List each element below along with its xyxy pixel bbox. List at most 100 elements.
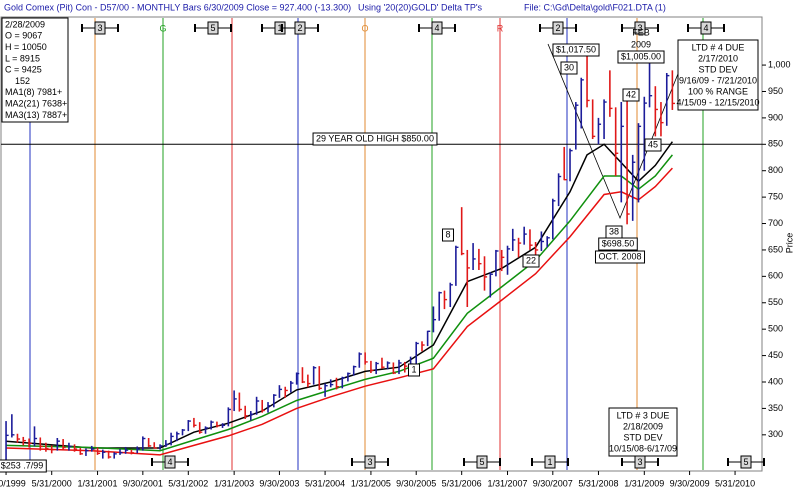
x-tick-label: 5/31/2010 bbox=[715, 478, 755, 488]
annotation: 22 bbox=[526, 255, 536, 265]
info-line: L = 8915 bbox=[5, 53, 40, 63]
chart-title: Gold Comex (Pit) Con - D57/00 - MONTHLY … bbox=[4, 2, 351, 12]
cycle-box bbox=[364, 455, 376, 469]
annotation-box bbox=[644, 138, 662, 152]
ltd-line: 2/18/2009 bbox=[623, 421, 663, 431]
x-tick-label: 5/31/2008 bbox=[578, 478, 618, 488]
ltd-line: LTD # 4 DUE bbox=[692, 42, 745, 52]
annotation-box bbox=[552, 43, 600, 57]
x-tick-label: 5/31/2004 bbox=[305, 478, 345, 488]
annotation: $1,005.00 bbox=[621, 51, 661, 61]
y-tick-label: 900 bbox=[768, 112, 783, 122]
info-line: C = 9425 bbox=[5, 65, 42, 75]
y-tick-label: 1,000 bbox=[768, 59, 791, 69]
x-tick-label: 5/31/2006 bbox=[442, 478, 482, 488]
cycle-box bbox=[207, 21, 219, 35]
annotation-box bbox=[617, 50, 665, 64]
x-tick-label: 9/30/2001 bbox=[123, 478, 163, 488]
cycle-number: 3 bbox=[367, 457, 372, 467]
y-tick-label: 350 bbox=[768, 403, 783, 413]
ltd-line: 100 % RANGE bbox=[688, 86, 748, 96]
ltd-line: STD DEV bbox=[623, 432, 662, 442]
annotation: 29 YEAR OLD HIGH $850.00 bbox=[316, 133, 434, 143]
y-tick-label: 500 bbox=[768, 324, 783, 334]
ltd-box bbox=[608, 407, 678, 457]
annotation-box bbox=[441, 228, 455, 242]
annotation-box bbox=[0, 459, 47, 473]
x-tick-label: 0/1999 bbox=[0, 478, 26, 488]
cycle-number: 5 bbox=[743, 457, 748, 467]
cycle-number: 4 bbox=[434, 23, 439, 33]
cycle-box bbox=[94, 21, 106, 35]
annotation: 38 bbox=[609, 226, 619, 236]
annotation: OCT. 2008 bbox=[598, 251, 641, 261]
y-tick-label: 550 bbox=[768, 297, 783, 307]
y-tick-label: 750 bbox=[768, 191, 783, 201]
annotation-box bbox=[312, 132, 438, 146]
cycle-box bbox=[552, 21, 564, 35]
y-tick-label: 950 bbox=[768, 86, 783, 96]
cycle-number: 4 bbox=[703, 23, 708, 33]
y-tick-label: 300 bbox=[768, 429, 783, 439]
plot-area bbox=[0, 16, 763, 472]
x-tick-label: 9/30/2009 bbox=[670, 478, 710, 488]
x-tick-label: 1/31/2005 bbox=[351, 478, 391, 488]
ltd-line: STD DEV bbox=[698, 64, 737, 74]
cycle-box bbox=[634, 21, 646, 35]
y-tick-label: 600 bbox=[768, 271, 783, 281]
ltd-line: 10/15/08-6/17/09 bbox=[609, 443, 677, 453]
annotation-box bbox=[522, 254, 540, 268]
ltd-box bbox=[677, 39, 759, 111]
cycle-number: 3 bbox=[97, 23, 102, 33]
y-tick-label: 400 bbox=[768, 376, 783, 386]
ltd-line: 9/16/09 - 7/21/2010 bbox=[679, 75, 757, 85]
annotation: 30 bbox=[564, 62, 574, 72]
info-box bbox=[1, 17, 69, 123]
annotation-box bbox=[594, 250, 646, 264]
annotation: $1,017.50 bbox=[556, 44, 596, 54]
info-line: O = 9067 bbox=[5, 31, 42, 41]
y-tick-label: 650 bbox=[768, 244, 783, 254]
annotation-box bbox=[407, 363, 421, 377]
cycle-box bbox=[544, 455, 556, 469]
annotation: 8 bbox=[445, 229, 450, 239]
info-line: MA1(8) 7981+ bbox=[5, 87, 62, 97]
cycle-number: 2 bbox=[555, 23, 560, 33]
x-tick-label: 1/31/2001 bbox=[78, 478, 118, 488]
annotation: 2009 bbox=[631, 39, 651, 49]
info-line: H = 10050 bbox=[5, 42, 47, 52]
annotation: FEB bbox=[632, 27, 650, 37]
cycle-box bbox=[294, 21, 306, 35]
y-tick-label: 850 bbox=[768, 139, 783, 149]
x-tick-label: 1/31/2007 bbox=[487, 478, 527, 488]
annotation-box bbox=[598, 237, 638, 251]
x-tick-label: 9/30/2005 bbox=[396, 478, 436, 488]
y-tick-label: 700 bbox=[768, 218, 783, 228]
cycle-box bbox=[164, 455, 176, 469]
annotation-box bbox=[560, 61, 578, 75]
y-tick-label: 450 bbox=[768, 350, 783, 360]
chart-subtitle: Using '20(20)GOLD' Delta TP's bbox=[358, 2, 483, 12]
plot-layer: G O R 300 350 400 450 500 550 600 650 700 750 800 850 9… bbox=[0, 17, 791, 488]
cycle-box bbox=[700, 21, 712, 35]
annotation: 45 bbox=[648, 139, 658, 149]
cycle-number: 1 bbox=[277, 23, 282, 33]
annotation: 42 bbox=[626, 89, 636, 99]
cycle-number: 1 bbox=[547, 457, 552, 467]
ltd-line: LTD # 3 DUE bbox=[617, 410, 670, 420]
ltd-line: 4/15/09 - 12/15/2010 bbox=[676, 97, 759, 107]
ltd-line: 2/17/2010 bbox=[698, 53, 738, 63]
cycle-box bbox=[431, 21, 443, 35]
x-tick-label: 1/31/2009 bbox=[624, 478, 664, 488]
x-tick-label: 5/31/2002 bbox=[168, 478, 208, 488]
annotation-box bbox=[622, 88, 640, 102]
cycle-number: 3 bbox=[637, 457, 642, 467]
cycle-box bbox=[476, 455, 488, 469]
info-line: 2/28/2009 bbox=[5, 19, 45, 29]
cycle-letter: O bbox=[361, 23, 368, 33]
annotation: 1 bbox=[411, 364, 416, 374]
x-tick-label: 9/30/2007 bbox=[533, 478, 573, 488]
cycle-number: 4 bbox=[167, 457, 172, 467]
cycle-number: 5 bbox=[210, 23, 215, 33]
